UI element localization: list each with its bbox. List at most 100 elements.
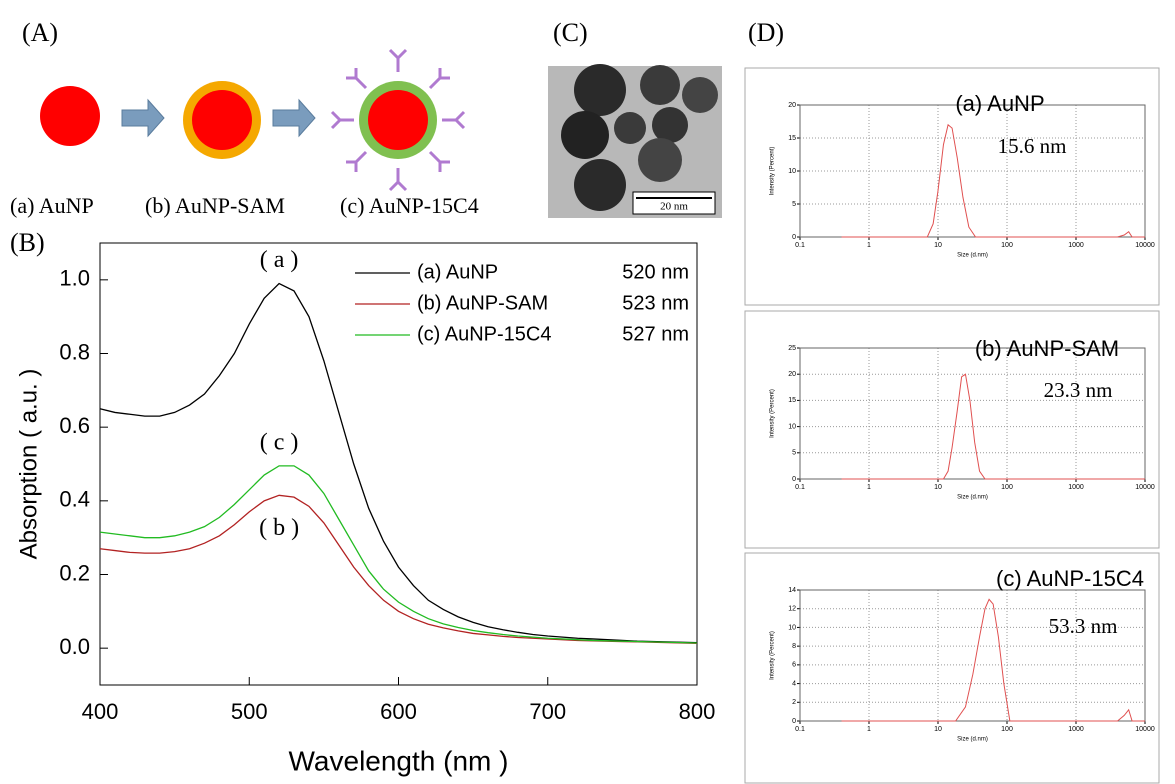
data-line bbox=[841, 598, 1145, 722]
y-tick-label: 4 bbox=[792, 680, 796, 687]
legend-label: (c) AuNP-15C4 bbox=[417, 323, 552, 345]
y-tick-label: 20 bbox=[788, 371, 796, 378]
y-tick-label: 15 bbox=[788, 397, 796, 404]
peak-annotation: ( c ) bbox=[260, 429, 299, 455]
nanoparticle bbox=[40, 86, 100, 146]
x-tick-label: 1 bbox=[867, 484, 871, 491]
chart-title: (b) AuNP-SAM bbox=[975, 336, 1119, 361]
y-tick-label: 10 bbox=[788, 168, 796, 175]
arrow bbox=[272, 98, 316, 138]
y-tick-label: 5 bbox=[792, 450, 796, 457]
data-line bbox=[841, 373, 1145, 480]
y-tick-label: 5 bbox=[792, 201, 796, 208]
size-annotation: 23.3 nm bbox=[1044, 378, 1113, 402]
y-tick-label: 8 bbox=[792, 643, 796, 650]
x-tick-label: 100 bbox=[1001, 242, 1013, 249]
legend-peak: 527 nm bbox=[622, 323, 689, 345]
x-tick-label: 10 bbox=[934, 242, 942, 249]
micrograph: 20 nm bbox=[548, 64, 722, 218]
panel-label: (B) bbox=[10, 228, 45, 257]
y-axis-label: Intensity (Percent) bbox=[770, 631, 776, 680]
x-tick-label: 1 bbox=[867, 726, 871, 733]
x-tick-label: 400 bbox=[82, 699, 119, 724]
x-tick-label: 1 bbox=[867, 242, 871, 249]
y-tick-label: 12 bbox=[788, 606, 796, 613]
x-tick-label: 700 bbox=[529, 699, 566, 724]
y-tick-label: 1.0 bbox=[59, 266, 90, 291]
plot-frame bbox=[799, 347, 1146, 480]
y-tick-label: 0.0 bbox=[59, 634, 90, 659]
legend-label: (b) AuNP-SAM bbox=[417, 292, 548, 314]
x-tick-label: 10000 bbox=[1135, 484, 1155, 491]
y-tick-label: 0.6 bbox=[59, 413, 90, 438]
y-axis-label: Absorption ( a.u. ) bbox=[15, 369, 42, 560]
y-tick-label: 2 bbox=[792, 699, 796, 706]
panel-label: (D) bbox=[748, 18, 784, 47]
stage-label: (a) AuNP bbox=[10, 193, 94, 218]
y-tick-label: 10 bbox=[788, 624, 796, 631]
y-tick-label: 0.4 bbox=[59, 487, 90, 512]
legend-peak: 520 nm bbox=[622, 261, 689, 283]
y-tick-label: 0 bbox=[792, 234, 796, 241]
x-tick-label: 10 bbox=[934, 484, 942, 491]
x-axis-label: Size (d.nm) bbox=[957, 495, 988, 501]
x-tick-label: 100 bbox=[1001, 726, 1013, 733]
x-tick-label: 100 bbox=[1001, 484, 1013, 491]
x-tick-label: 10000 bbox=[1135, 242, 1155, 249]
data-line bbox=[99, 282, 698, 644]
y-tick-label: 25 bbox=[788, 345, 796, 352]
nanoparticle bbox=[192, 90, 252, 150]
x-tick-label: 10000 bbox=[1135, 726, 1155, 733]
y-tick-label: 0.8 bbox=[59, 339, 90, 364]
plot-frame bbox=[99, 242, 698, 686]
legend-peak: 523 nm bbox=[622, 292, 689, 314]
stage-label: (c) AuNP-15C4 bbox=[340, 193, 479, 218]
peak-annotation: ( b ) bbox=[259, 515, 299, 541]
size-annotation: 53.3 nm bbox=[1049, 614, 1118, 638]
panel-frame bbox=[744, 552, 1160, 784]
x-axis-label: Size (d.nm) bbox=[957, 253, 988, 259]
y-axis-label: Intensity (Percent) bbox=[770, 147, 776, 196]
x-tick-label: 600 bbox=[380, 699, 417, 724]
x-axis-label: Wavelength (nm ) bbox=[289, 745, 509, 776]
x-tick-label: 10 bbox=[934, 726, 942, 733]
y-tick-label: 0 bbox=[792, 718, 796, 725]
x-axis-label: Size (d.nm) bbox=[957, 737, 988, 743]
chart-title: (c) AuNP-15C4 bbox=[996, 566, 1144, 591]
x-tick-label: 0.1 bbox=[795, 726, 805, 733]
panel-frame bbox=[744, 310, 1160, 549]
data-line bbox=[99, 494, 698, 645]
x-tick-label: 500 bbox=[231, 699, 268, 724]
x-tick-label: 0.1 bbox=[795, 484, 805, 491]
panel-frame bbox=[744, 67, 1160, 306]
scale-bar-label: 20 nm bbox=[660, 201, 688, 213]
data-line bbox=[841, 123, 1145, 238]
nanoparticle bbox=[368, 90, 428, 150]
y-tick-label: 10 bbox=[788, 423, 796, 430]
panel-label: (C) bbox=[553, 18, 588, 47]
x-tick-label: 800 bbox=[679, 699, 716, 724]
data-line bbox=[99, 465, 698, 644]
chart-title: (a) AuNP bbox=[955, 91, 1044, 116]
y-tick-label: 0.2 bbox=[59, 560, 90, 585]
y-axis-label: Intensity (Percent) bbox=[770, 389, 776, 438]
y-tick-label: 6 bbox=[792, 662, 796, 669]
plot-frame bbox=[799, 589, 1146, 722]
antibodies bbox=[330, 48, 466, 192]
panel-label: (A) bbox=[22, 18, 58, 47]
x-tick-label: 1000 bbox=[1068, 484, 1084, 491]
y-tick-label: 14 bbox=[788, 587, 796, 594]
legend-label: (a) AuNP bbox=[417, 261, 498, 283]
plot-frame bbox=[799, 104, 1146, 238]
y-tick-label: 20 bbox=[788, 102, 796, 109]
x-tick-label: 0.1 bbox=[795, 242, 805, 249]
x-tick-label: 1000 bbox=[1068, 242, 1084, 249]
arrow bbox=[121, 98, 165, 138]
y-tick-label: 0 bbox=[792, 476, 796, 483]
x-tick-label: 1000 bbox=[1068, 726, 1084, 733]
peak-annotation: ( a ) bbox=[260, 247, 299, 273]
y-tick-label: 15 bbox=[788, 135, 796, 142]
stage-label: (b) AuNP-SAM bbox=[145, 193, 285, 218]
